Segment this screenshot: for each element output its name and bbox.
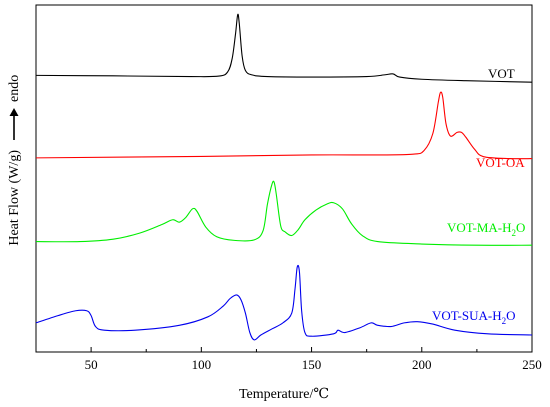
series-line-vot <box>35 13 533 83</box>
x-tick-label: 200 <box>412 357 432 372</box>
x-axis-title: Temperature/℃ <box>239 387 329 402</box>
series-line-vot-sua-h2o <box>35 264 533 341</box>
series-labels: VOT VOT-OA VOT-MA-H2O VOT-SUA-H2O <box>432 66 525 326</box>
plot-frame <box>35 4 533 353</box>
y-axis-title: Heat Flow (W/g) <box>7 150 22 246</box>
series-line-vot-ma-h2o <box>35 180 533 246</box>
x-tick-label: 150 <box>302 357 322 372</box>
x-axis: 50 100 150 200 250 <box>85 347 542 372</box>
y-axis-arrow-label: endo <box>7 75 22 102</box>
series-label-vot: VOT <box>488 66 515 81</box>
x-tick-label: 100 <box>192 357 212 372</box>
series-label-vot-sua-h2o: VOT-SUA-H2O <box>432 308 515 326</box>
series-label-vot-oa: VOT-OA <box>476 155 525 170</box>
y-axis-title-group: Heat Flow (W/g) endo <box>7 75 22 246</box>
series-layer <box>35 13 533 341</box>
x-tick-label: 50 <box>85 357 98 372</box>
series-label-vot-ma-h2o: VOT-MA-H2O <box>447 220 525 238</box>
series-line-vot-oa <box>35 91 533 160</box>
x-tick-label: 250 <box>522 357 542 372</box>
arrow-head-icon <box>9 108 19 116</box>
